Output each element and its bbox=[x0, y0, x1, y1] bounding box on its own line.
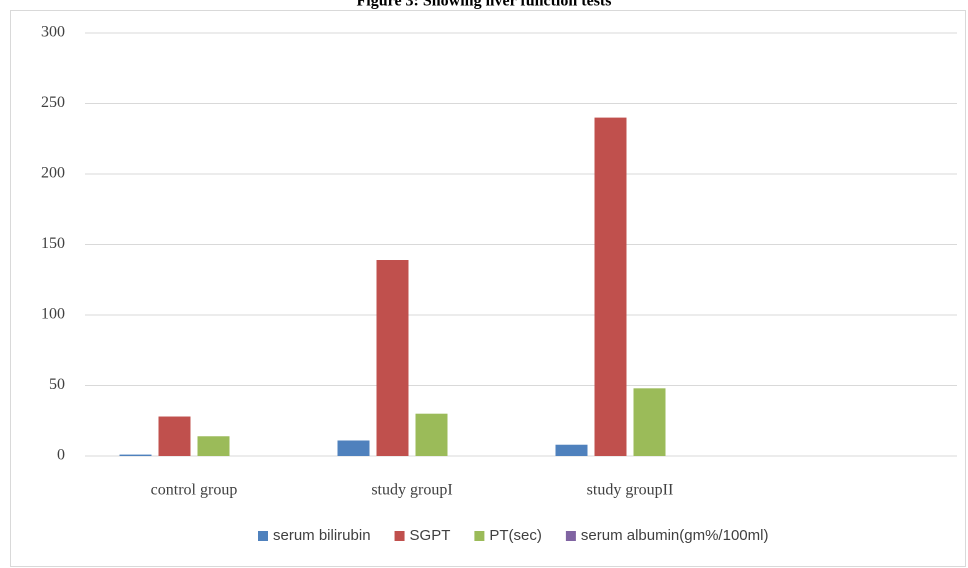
legend-swatch bbox=[394, 531, 405, 541]
bar bbox=[197, 436, 230, 456]
x-tick-label: control group bbox=[151, 482, 238, 499]
bar bbox=[415, 413, 448, 456]
bar bbox=[555, 444, 588, 456]
bar bbox=[594, 117, 627, 456]
legend-label: SGPT bbox=[410, 527, 451, 544]
bar bbox=[337, 440, 370, 456]
legend-label: serum albumin(gm%/100ml) bbox=[581, 527, 769, 544]
y-tick-label: 50 bbox=[49, 376, 65, 393]
y-tick-label: 250 bbox=[41, 94, 65, 111]
bar bbox=[158, 416, 191, 456]
title-background bbox=[420, 0, 750, 8]
legend-swatch bbox=[474, 531, 485, 541]
y-tick-label: 0 bbox=[57, 447, 65, 464]
y-tick-label: 100 bbox=[41, 306, 65, 323]
bar bbox=[119, 454, 152, 456]
legend-swatch bbox=[565, 531, 576, 541]
bar bbox=[633, 388, 666, 456]
y-tick-label: 300 bbox=[41, 24, 65, 41]
chart-title: Figure 3: Showing liver function tests bbox=[357, 0, 612, 10]
legend-swatch bbox=[258, 531, 268, 541]
legend-label: serum bilirubin bbox=[273, 527, 371, 544]
y-tick-label: 150 bbox=[41, 235, 65, 252]
bar bbox=[376, 260, 409, 456]
x-tick-label: study groupII bbox=[587, 482, 674, 499]
y-tick-label: 200 bbox=[41, 165, 65, 182]
x-tick-label: study groupI bbox=[371, 482, 452, 499]
legend-label: PT(sec) bbox=[489, 527, 542, 544]
